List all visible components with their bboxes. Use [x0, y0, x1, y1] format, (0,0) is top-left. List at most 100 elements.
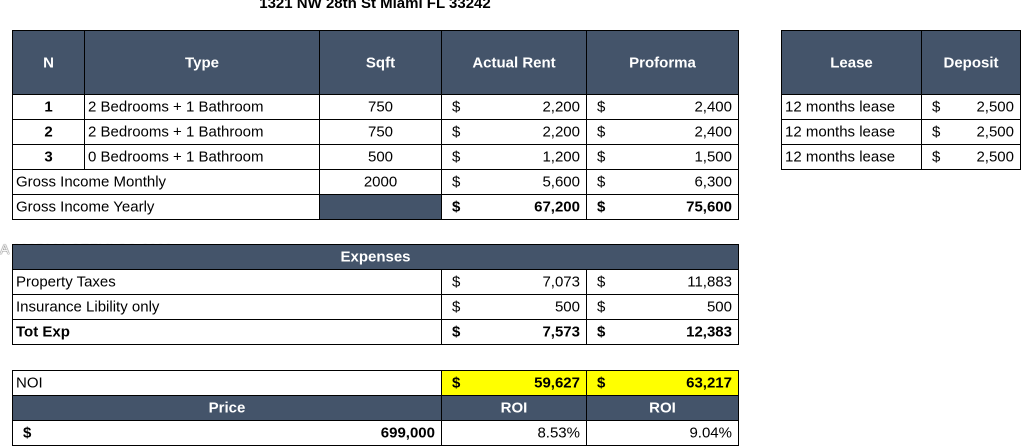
cell-text: 2 [44, 123, 53, 141]
amount: 59,627 [534, 374, 580, 392]
table-cell: $1,500 [586, 144, 739, 170]
table-cell: $2,400 [586, 94, 739, 120]
header-cell: ROI [586, 395, 739, 421]
table-cell: 750 [319, 119, 442, 145]
cell-text: 12 months lease [785, 123, 896, 141]
table-cell: $699,000 [12, 420, 442, 446]
cell-text: Property Taxes [16, 273, 116, 291]
cell-text: 2 Bedrooms + 1 Bathroom [88, 123, 264, 141]
currency-sign: $ [932, 123, 941, 141]
header-cell: Price [12, 395, 442, 421]
cell-text: 12 months lease [785, 148, 896, 166]
currency-sign: $ [452, 273, 461, 291]
header-cell: N [12, 30, 85, 95]
amount: 2,500 [976, 98, 1014, 116]
table-cell: 2 Bedrooms + 1 Bathroom [84, 94, 320, 120]
table-cell: $5,600 [441, 169, 587, 195]
table-cell: Insurance Libility only [12, 294, 442, 320]
amount: 1,500 [694, 148, 732, 166]
header-text: Sqft [365, 54, 396, 71]
header-text: Expenses [340, 248, 411, 266]
currency-sign: $ [597, 198, 606, 216]
cell-text: 8.53% [537, 424, 580, 442]
amount: 75,600 [686, 198, 732, 216]
cell-text: 750 [367, 98, 394, 116]
cell-text: 12 months lease [785, 98, 896, 116]
currency-sign: $ [452, 98, 461, 116]
table-cell: 500 [319, 144, 442, 170]
amount: 2,500 [976, 148, 1014, 166]
currency-sign: $ [597, 298, 606, 316]
amount: 500 [706, 298, 732, 316]
table-cell: $2,400 [586, 119, 739, 145]
table-cell: 9.04% [586, 420, 739, 446]
header-cell: Deposit [921, 30, 1021, 95]
amount: 7,073 [542, 273, 580, 291]
cell-text: 2000 [363, 173, 398, 191]
table-cell: $63,217 [586, 370, 739, 396]
currency-sign: $ [452, 148, 461, 166]
currency-sign: $ [932, 148, 941, 166]
currency-sign: $ [597, 98, 606, 116]
header-cell: Lease [781, 30, 922, 95]
title: 1321 NW 28th St Miami FL 33242 [259, 0, 491, 12]
amount: 699,000 [380, 424, 435, 442]
amount: 2,200 [542, 98, 580, 116]
filled-cell [319, 194, 442, 220]
header-text: Deposit [943, 54, 999, 71]
header-text: Lease [830, 54, 873, 71]
cell-text: Gross Income Yearly [16, 198, 155, 216]
table-cell: $2,500 [921, 94, 1021, 120]
cell-text: 9.04% [689, 424, 732, 442]
currency-sign: $ [597, 123, 606, 141]
header-text: Actual Rent [472, 54, 556, 71]
table-cell: $6,300 [586, 169, 739, 195]
cell-text: 3 [44, 148, 53, 166]
table-cell: 0 Bedrooms + 1 Bathroom [84, 144, 320, 170]
amount: 2,200 [542, 123, 580, 141]
header-cell: Actual Rent [441, 30, 587, 95]
cell-text: Gross Income Monthly [16, 173, 167, 191]
amount: 2,400 [694, 123, 732, 141]
currency-sign: $ [452, 298, 461, 316]
cell-text: 750 [367, 123, 394, 141]
currency-sign: $ [452, 198, 461, 216]
header-cell: Expenses [12, 244, 739, 270]
header-text: Price [208, 399, 246, 417]
amount: 67,200 [534, 198, 580, 216]
table-cell: 2 Bedrooms + 1 Bathroom [84, 119, 320, 145]
header-text: ROI [500, 399, 528, 417]
currency-sign: $ [597, 273, 606, 291]
table-cell: $2,500 [921, 119, 1021, 145]
amount: 500 [554, 298, 580, 316]
cell-text: Tot Exp [16, 323, 70, 341]
table-cell: 3 [12, 144, 85, 170]
table-cell: Gross Income Monthly [12, 169, 320, 195]
amount: 63,217 [686, 374, 732, 392]
currency-sign: $ [452, 323, 461, 341]
cell-text: NOI [16, 374, 43, 392]
header-cell: Type [84, 30, 320, 95]
cell-text: 500 [367, 148, 394, 166]
amount: 5,600 [542, 173, 580, 191]
table-cell: Tot Exp [12, 319, 442, 345]
header-cell: Sqft [319, 30, 442, 95]
table-cell: $7,073 [441, 269, 587, 295]
table-cell: $7,573 [441, 319, 587, 345]
table-cell: $2,200 [441, 94, 587, 120]
table-cell: $11,883 [586, 269, 739, 295]
table-cell: $67,200 [441, 194, 587, 220]
table-cell: 1 [12, 94, 85, 120]
cell-text: Insurance Libility only [16, 298, 160, 316]
amount: 7,573 [542, 323, 580, 341]
amount: 12,383 [686, 323, 732, 341]
cell-text: 2 Bedrooms + 1 Bathroom [88, 98, 264, 116]
amount: 2,500 [976, 123, 1014, 141]
table-cell: $2,200 [441, 119, 587, 145]
currency-sign: $ [597, 323, 606, 341]
header-text: Proforma [629, 54, 696, 71]
table-cell: $500 [441, 294, 587, 320]
table-cell: NOI [12, 370, 442, 396]
cell-text: 0 Bedrooms + 1 Bathroom [88, 148, 264, 166]
